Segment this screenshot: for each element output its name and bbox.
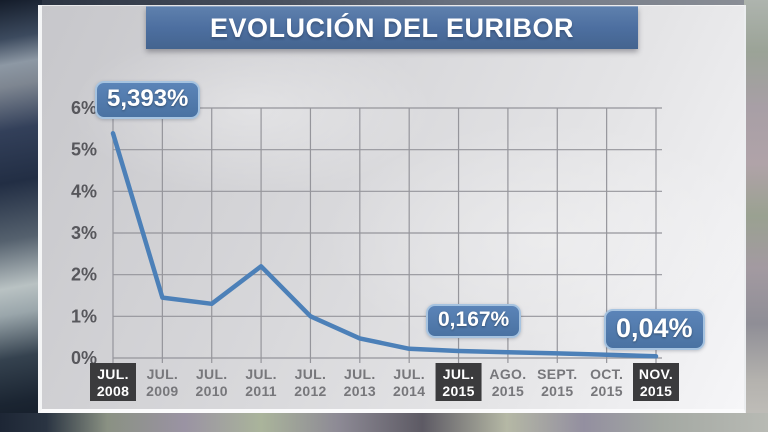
background-right-strip — [744, 0, 768, 432]
x-label-highlight-box — [633, 363, 679, 401]
x-axis-label-year: 2008 — [97, 383, 129, 399]
background-bottom-strip — [0, 413, 768, 432]
x-axis-label-month: JUL. — [245, 366, 277, 382]
x-axis-label-year: 2015 — [640, 383, 672, 399]
y-axis-tick-label: 3% — [71, 223, 97, 243]
x-axis-label-year: 2014 — [393, 383, 425, 399]
x-label-highlight-box — [90, 363, 136, 401]
x-axis-label-month: OCT. — [590, 366, 623, 382]
chart-title-bar: EVOLUCIÓN DEL EURIBOR — [146, 6, 638, 49]
x-axis-label-year: 2011 — [245, 383, 277, 399]
x-axis-label-month: JUL. — [97, 366, 129, 382]
x-axis-label-month: AGO. — [489, 366, 526, 382]
data-label-jul-2008: 5,393% — [95, 81, 201, 119]
y-axis-tick-label: 1% — [71, 306, 97, 326]
x-axis-label-month: JUL. — [295, 366, 327, 382]
x-axis-label-year: 2015 — [590, 383, 622, 399]
y-axis-tick-label: 5% — [71, 140, 97, 160]
x-axis-label-month: SEPT. — [537, 366, 577, 382]
x-axis-label-year: 2015 — [442, 383, 474, 399]
x-axis-label-year: 2010 — [196, 383, 228, 399]
x-axis-label-year: 2009 — [146, 383, 178, 399]
x-axis-label-year: 2015 — [492, 383, 524, 399]
background-left-strip — [0, 0, 42, 432]
y-axis-tick-label: 2% — [71, 265, 97, 285]
data-label-nov-2015: 0,04% — [604, 309, 705, 350]
x-label-highlight-box — [435, 363, 482, 401]
y-axis-tick-label: 6% — [71, 98, 97, 118]
background-top-strip — [42, 0, 744, 6]
data-label-jul-2015: 0,167% — [426, 304, 522, 338]
x-axis-label-month: JUL. — [393, 366, 425, 382]
x-axis-label-month: JUL. — [443, 366, 475, 382]
x-axis-label-month: JUL. — [344, 366, 376, 382]
x-axis-label-month: JUL. — [147, 366, 179, 382]
x-axis-label-month: NOV. — [639, 366, 673, 382]
y-axis-tick-label: 4% — [71, 181, 97, 201]
euribor-series-line — [110, 131, 659, 359]
x-axis-label-year: 2013 — [344, 383, 376, 399]
x-axis-label-year: 2012 — [294, 383, 326, 399]
x-axis-label-year: 2015 — [541, 383, 573, 399]
x-axis-label-month: JUL. — [196, 366, 228, 382]
